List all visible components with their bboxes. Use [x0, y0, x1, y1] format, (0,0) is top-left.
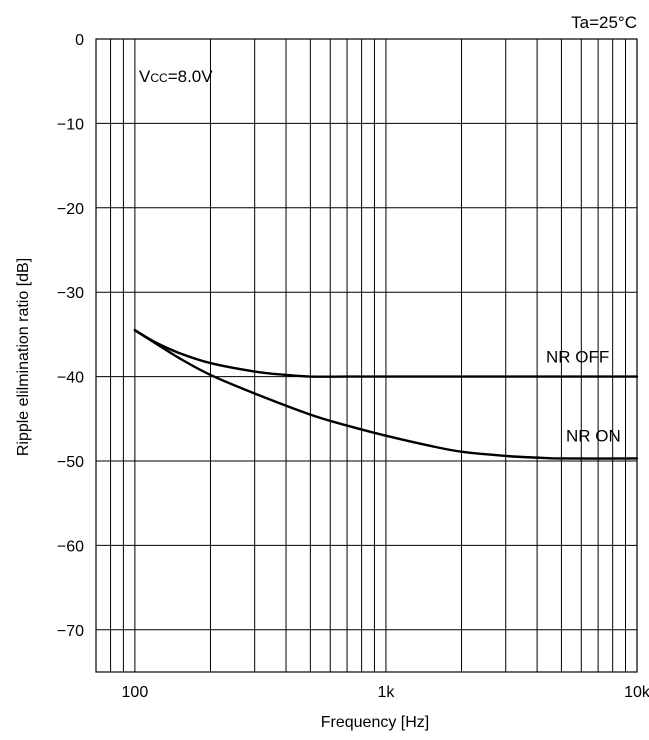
y-tick-label: −20 — [57, 201, 84, 218]
plot-frame — [95, 38, 638, 673]
series-label-nr-on: NR ON — [566, 427, 621, 446]
temperature-condition: Ta=25°C — [571, 13, 637, 32]
x-axis-title: Frequency [Hz] — [321, 714, 429, 731]
x-tick-label: 1k — [377, 684, 395, 701]
x-tick-labels: 100 1k 10k — [122, 684, 649, 701]
vcc-value: =8.0V — [168, 67, 214, 86]
y-tick-label: −30 — [57, 285, 84, 302]
vcc-condition: VCC=8.0V — [139, 67, 213, 86]
y-tick-labels: 0 −10 −20 −30 −40 −50 −60 −70 — [57, 32, 84, 640]
series-line-nr-off — [133, 328, 639, 378]
y-tick-label: −10 — [57, 116, 84, 133]
series-line-nr-on — [133, 328, 639, 460]
vcc-prefix: V — [139, 67, 151, 86]
y-tick-label: −60 — [57, 538, 84, 555]
vcc-subscript: CC — [150, 71, 168, 85]
grid — [96, 39, 637, 672]
series-label-nr-off: NR OFF — [546, 347, 609, 366]
y-axis-title: Ripple elilmination ratio [dB] — [15, 258, 32, 456]
y-tick-label: −40 — [57, 370, 84, 387]
y-tick-label: −70 — [57, 623, 84, 640]
y-tick-label: 0 — [75, 32, 84, 49]
x-tick-label: 100 — [122, 684, 149, 701]
series-layer — [133, 328, 639, 460]
y-tick-label: −50 — [57, 454, 84, 471]
x-tick-label: 10k — [624, 684, 649, 701]
series-labels: NR OFF NR ON — [546, 347, 621, 445]
